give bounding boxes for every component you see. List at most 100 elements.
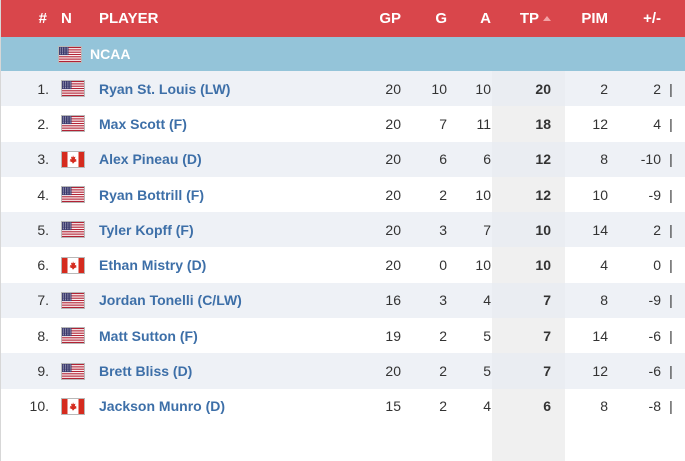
row-separator: |: [669, 221, 673, 238]
nationality-cell: [51, 397, 95, 415]
pim-cell: 8: [600, 292, 608, 309]
g-cell: 2: [439, 398, 447, 415]
player-link[interactable]: Matt Sutton (F): [99, 327, 198, 344]
usa-flag-icon: [58, 45, 82, 63]
pim-cell: 12: [592, 115, 608, 132]
a-cell: 10: [475, 80, 491, 97]
rank-cell: 10.: [29, 398, 49, 415]
a-cell: 7: [483, 221, 491, 238]
usa-flag-icon: [61, 362, 85, 380]
table-row: 5. Tyler Kopff (F) 20 3 7 10 14 2 |: [1, 212, 685, 248]
table-row: 4. Ryan Bottrill (F) 20 2 10 12 10 -9 |: [1, 177, 685, 212]
header-tp-label: TP: [519, 10, 539, 27]
table-body: 1. Ryan St. Louis (LW) 20 10 10 20 2 2 | 2. Max Sc…: [1, 71, 685, 424]
rank-cell: 5.: [37, 221, 49, 238]
a-cell: 11: [476, 115, 491, 132]
plus-minus-cell: -9: [648, 186, 661, 203]
tp-cell: 6: [543, 398, 551, 415]
header-tp-sorted[interactable]: TP: [491, 10, 551, 27]
player-cell: Ryan Bottrill (F): [95, 187, 357, 203]
rank-cell: 7.: [37, 292, 49, 309]
gp-cell: 20: [385, 186, 401, 203]
a-cell: 10: [475, 257, 491, 274]
row-separator: |: [669, 398, 673, 415]
sort-ascending-icon: [543, 15, 551, 21]
a-cell: 10: [475, 186, 491, 203]
pim-cell: 14: [592, 327, 608, 344]
g-cell: 0: [439, 257, 447, 274]
gp-cell: 20: [385, 151, 401, 168]
player-link[interactable]: Alex Pineau (D): [99, 151, 202, 168]
header-pim[interactable]: PIM: [581, 10, 608, 27]
table-row: 8. Matt Sutton (F) 19 2 5 7 14 -6 |: [1, 318, 685, 353]
plus-minus-cell: 2: [653, 221, 661, 238]
header-rank: #: [38, 10, 47, 27]
rank-cell: 3.: [37, 151, 49, 168]
table-row: 3. Alex Pineau (D) 20 6 6 12 8 -10 |: [1, 141, 685, 177]
a-cell: 6: [483, 151, 491, 168]
pim-cell: 14: [592, 221, 608, 238]
header-plus-minus[interactable]: +/-: [643, 10, 661, 27]
usa-flag-icon: [61, 327, 85, 345]
header-nationality[interactable]: N: [61, 10, 72, 27]
pim-cell: 12: [592, 363, 608, 380]
pim-cell: 8: [600, 151, 608, 168]
canada-flag-icon: [61, 256, 85, 274]
tp-cell: 7: [543, 292, 551, 309]
header-a[interactable]: A: [480, 10, 491, 27]
player-link[interactable]: Max Scott (F): [99, 115, 187, 132]
table-row: 6. Ethan Mistry (D) 20 0 10 10 4 0 |: [1, 247, 685, 282]
player-link[interactable]: Ryan St. Louis (LW): [99, 80, 231, 97]
usa-flag-icon: [61, 186, 85, 204]
header-gp[interactable]: GP: [379, 10, 401, 27]
table-header: # N PLAYER GP G A TP PIM +/-: [1, 0, 685, 37]
player-link[interactable]: Tyler Kopff (F): [99, 221, 194, 238]
player-link[interactable]: Ryan Bottrill (F): [99, 186, 204, 203]
plus-minus-cell: -8: [648, 398, 661, 415]
nationality-cell: [51, 186, 95, 204]
pim-cell: 10: [592, 186, 608, 203]
tp-column-highlight: [492, 37, 565, 461]
table-row: 7. Jordan Tonelli (C/LW) 16 3 4 7 8 -9 |: [1, 282, 685, 319]
gp-cell: 20: [385, 80, 401, 97]
player-cell: Ethan Mistry (D): [95, 257, 357, 273]
gp-cell: 16: [385, 292, 401, 309]
pim-cell: 4: [600, 257, 608, 274]
gp-cell: 20: [385, 363, 401, 380]
gp-cell: 20: [385, 115, 401, 132]
player-link[interactable]: Jackson Munro (D): [99, 398, 226, 415]
g-cell: 3: [439, 292, 447, 309]
rank-cell: 6.: [37, 257, 49, 274]
canada-flag-icon: [61, 397, 85, 415]
tp-cell: 10: [535, 257, 551, 274]
gp-cell: 15: [385, 398, 401, 415]
player-link[interactable]: Ethan Mistry (D): [99, 257, 207, 274]
header-player[interactable]: PLAYER: [99, 10, 159, 27]
g-cell: 6: [439, 151, 447, 168]
tp-cell: 12: [535, 151, 551, 168]
tp-cell: 18: [535, 115, 551, 132]
usa-flag-icon: [61, 291, 85, 309]
plus-minus-cell: -9: [648, 292, 661, 309]
tp-cell: 10: [535, 221, 551, 238]
rank-cell: 9.: [37, 363, 49, 380]
rank-cell: 2.: [37, 115, 49, 132]
player-cell: Jackson Munro (D): [95, 398, 357, 414]
rank-cell: 1.: [37, 80, 49, 97]
tp-cell: 7: [543, 327, 551, 344]
pim-cell: 2: [600, 80, 608, 97]
header-g[interactable]: G: [435, 10, 447, 27]
table-row: 2. Max Scott (F) 20 7 11 18 12 4 |: [1, 106, 685, 141]
gp-cell: 20: [385, 221, 401, 238]
nationality-cell: [51, 362, 95, 380]
player-link[interactable]: Jordan Tonelli (C/LW): [99, 292, 242, 309]
plus-minus-cell: -10: [640, 151, 661, 168]
g-cell: 3: [439, 221, 447, 238]
player-link[interactable]: Brett Bliss (D): [99, 363, 193, 380]
usa-flag-icon: [61, 115, 85, 133]
rank-cell: 8.: [37, 327, 49, 344]
rank-cell: 4.: [37, 186, 49, 203]
plus-minus-cell: 4: [653, 115, 661, 132]
nationality-cell: [51, 327, 95, 345]
